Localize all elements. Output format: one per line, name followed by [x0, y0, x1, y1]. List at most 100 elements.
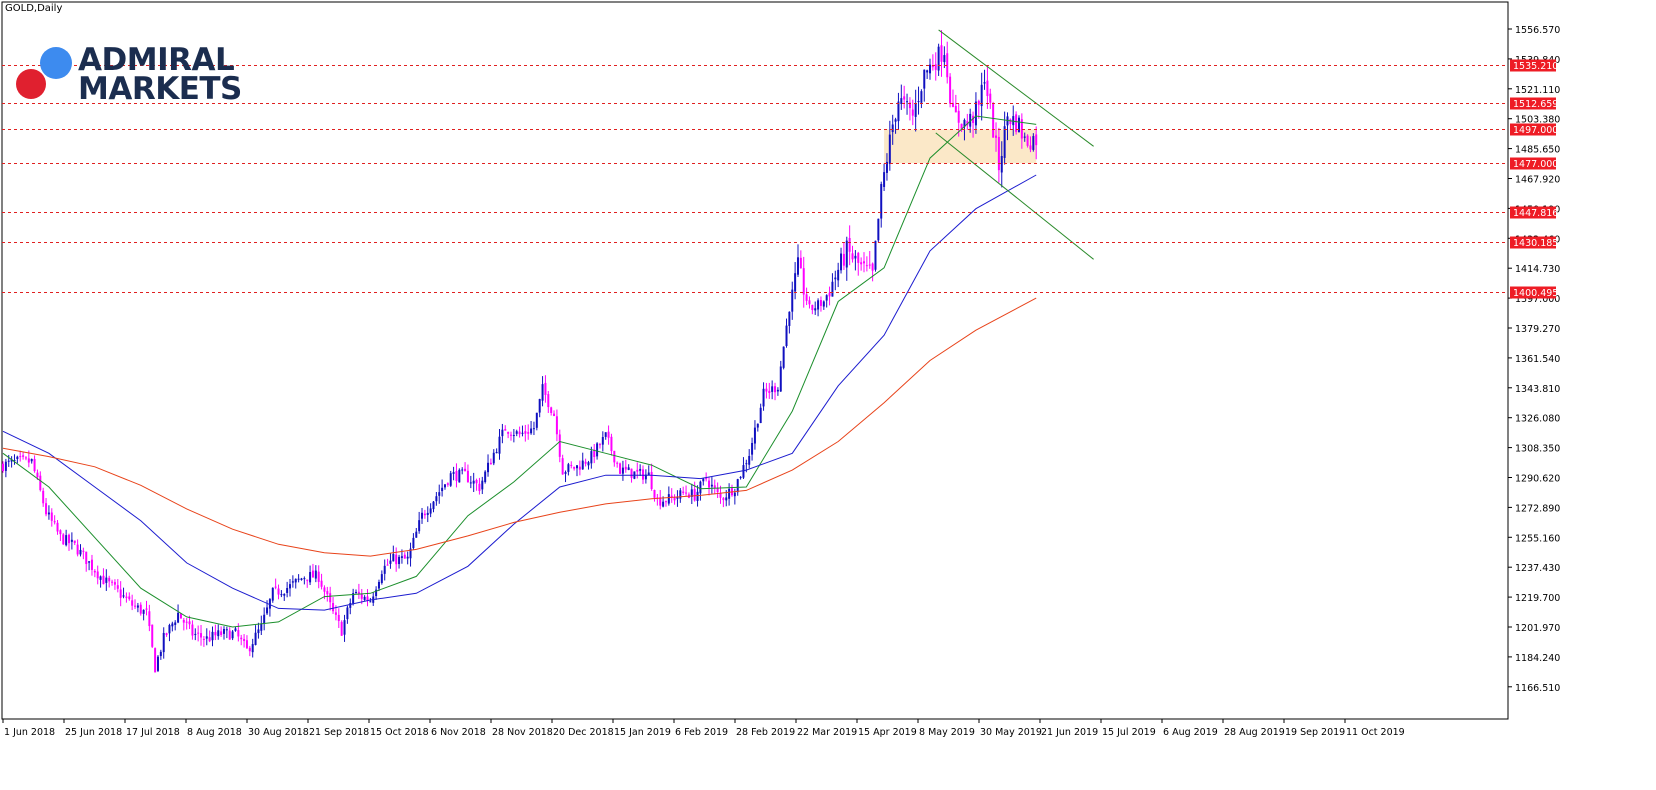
- candle-body: [251, 644, 254, 653]
- candle: [776, 387, 779, 396]
- candle: [845, 236, 848, 281]
- candle: [667, 486, 670, 506]
- candle: [122, 587, 125, 599]
- candle: [102, 568, 105, 585]
- candle-body: [673, 497, 676, 501]
- y-tick-label: 1556.570: [1515, 25, 1560, 36]
- candle-body: [188, 621, 191, 625]
- candle-body: [903, 96, 906, 100]
- candle: [515, 429, 518, 437]
- candle: [805, 287, 808, 306]
- candle: [705, 472, 708, 482]
- candle-body: [300, 578, 303, 580]
- y-tick-label: 1201.970: [1515, 623, 1560, 634]
- candle: [194, 628, 197, 641]
- candle: [532, 421, 535, 436]
- candle-body: [639, 468, 642, 471]
- candle-body: [271, 587, 274, 601]
- level-label: 1512.659: [1513, 99, 1558, 110]
- candle-body: [352, 593, 355, 604]
- candle: [779, 360, 782, 392]
- candle: [50, 508, 53, 527]
- candle-body: [478, 483, 481, 492]
- candle-body: [498, 436, 501, 454]
- candle-body: [13, 460, 16, 462]
- candle: [291, 575, 294, 588]
- candle: [59, 529, 62, 542]
- candle-body: [446, 483, 449, 485]
- candle-body: [438, 492, 441, 496]
- candle-body: [871, 263, 874, 271]
- candle-body: [406, 556, 409, 559]
- candle: [656, 494, 659, 506]
- y-tick-label: 1237.430: [1515, 563, 1560, 574]
- candle-body: [85, 551, 88, 565]
- candle-body: [507, 432, 510, 434]
- candle-body: [268, 599, 271, 609]
- x-tick-label: 28 Feb 2019: [736, 727, 795, 738]
- candle-body: [487, 462, 490, 473]
- candle-body: [53, 521, 56, 523]
- candle-body: [825, 295, 828, 301]
- candle-body: [200, 633, 203, 638]
- candle-body: [455, 471, 458, 481]
- candle-body: [739, 476, 742, 478]
- candle: [165, 632, 168, 637]
- candle: [564, 470, 567, 483]
- candle-body: [1026, 135, 1029, 146]
- level-label: 1447.816: [1513, 208, 1558, 219]
- candle-body: [819, 300, 822, 306]
- x-tick-label: 15 Jan 2019: [614, 727, 671, 738]
- x-tick-label: 11 Oct 2019: [1346, 727, 1405, 738]
- candle: [443, 483, 446, 490]
- candle: [699, 480, 702, 501]
- candle: [710, 477, 713, 494]
- moving-average-50: [2, 174, 1037, 611]
- y-tick-label: 1467.920: [1515, 175, 1560, 186]
- candle: [179, 613, 182, 619]
- candle-body: [576, 465, 578, 469]
- candle-body: [954, 105, 957, 113]
- candle: [458, 468, 461, 483]
- candle-body: [512, 435, 515, 437]
- price-zone: [884, 129, 1037, 164]
- candle-body: [664, 501, 667, 503]
- candle: [113, 579, 116, 590]
- candle-body: [865, 265, 868, 267]
- candle-body: [449, 473, 452, 486]
- candle-body: [409, 548, 412, 559]
- candle: [472, 472, 475, 493]
- candle-body: [733, 492, 736, 497]
- candle-body: [541, 384, 544, 401]
- candle-body: [817, 300, 820, 310]
- candle-body: [943, 55, 946, 63]
- candle-body: [650, 471, 653, 490]
- candle: [432, 501, 435, 513]
- candle: [257, 622, 260, 639]
- x-tick-label: 21 Sep 2018: [309, 727, 369, 738]
- candle-body: [972, 115, 975, 124]
- candle-body: [676, 497, 679, 499]
- x-tick-label: 15 Apr 2019: [858, 727, 917, 738]
- candle-body: [584, 461, 587, 464]
- candle-body: [469, 482, 472, 484]
- candle: [90, 554, 93, 576]
- candle-body: [237, 630, 240, 637]
- candle-body: [429, 508, 432, 514]
- candle-body: [231, 631, 234, 639]
- candle: [1032, 133, 1035, 152]
- candle-body: [2, 463, 4, 471]
- candle: [182, 617, 185, 631]
- candle-body: [667, 494, 670, 504]
- candle-body: [788, 311, 791, 326]
- candle-body: [423, 513, 426, 516]
- candle-body: [171, 623, 174, 627]
- candle: [377, 579, 380, 592]
- candle-body: [799, 257, 802, 269]
- candle-body: [627, 467, 630, 470]
- candle-body: [39, 475, 42, 491]
- candle-body: [670, 495, 673, 498]
- candle-body: [283, 594, 286, 596]
